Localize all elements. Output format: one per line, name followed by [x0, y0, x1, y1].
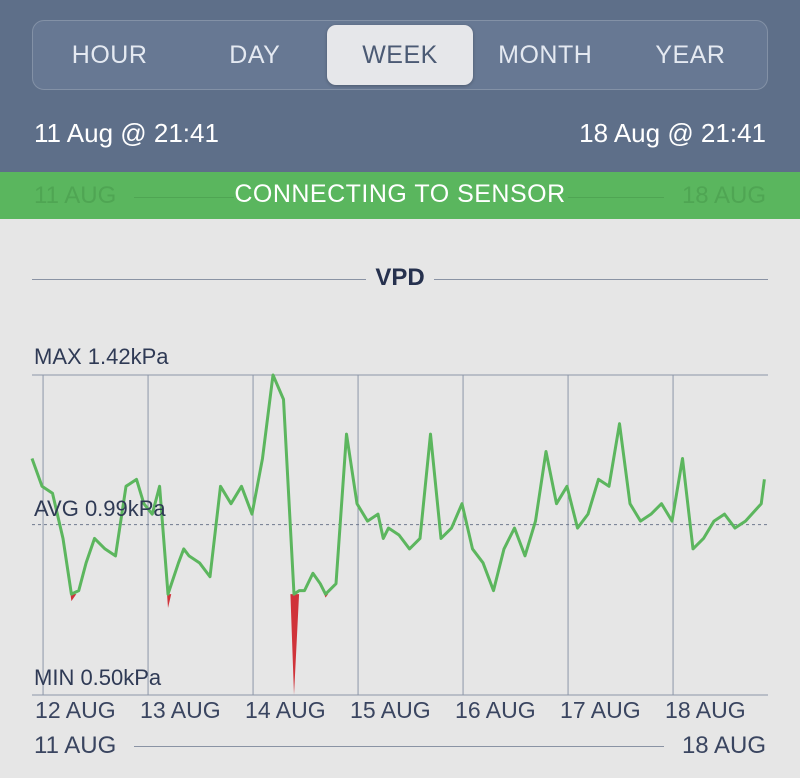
x-tick-label: 14 AUG: [245, 697, 326, 723]
x-tick-label: 15 AUG: [350, 697, 431, 723]
vpd-chart: [30, 373, 768, 696]
scrubber-start-label: 11 AUG: [34, 732, 117, 759]
tab-year[interactable]: YEAR: [655, 40, 726, 69]
banner-ghost-start: 11 AUG: [34, 182, 117, 209]
range-start-label: 11 Aug @ 21:41: [34, 118, 219, 148]
min-label: MIN 0.50kPa: [34, 665, 162, 690]
tab-day[interactable]: DAY: [229, 40, 281, 69]
avg-label: AVG 0.99kPa: [34, 496, 166, 521]
banner-ghost-line: [134, 197, 234, 198]
banner-ghost-end: 18 AUG: [681, 182, 766, 209]
x-tick-label: 16 AUG: [455, 697, 536, 723]
tab-hour[interactable]: HOUR: [71, 40, 148, 69]
tab-week[interactable]: WEEK: [327, 25, 473, 85]
vpd-series-line: [30, 373, 766, 596]
x-tick-label: 12 AUG: [35, 697, 116, 723]
connection-banner: 11 AUG 18 AUG CONNECTING TO SENSOR: [0, 172, 800, 219]
banner-ghost-line: [568, 197, 664, 198]
scrubber-track[interactable]: [134, 746, 664, 747]
chart-title: VPD: [375, 264, 425, 291]
x-tick-label: 17 AUG: [560, 697, 641, 723]
x-tick-label: 18 AUG: [665, 697, 746, 723]
scrubber-end-label: 18 AUG: [681, 732, 766, 759]
title-divider-right: [434, 279, 768, 280]
range-end-label: 18 Aug @ 21:41: [579, 118, 766, 148]
time-range-segmented-control: HOUR DAY WEEK MONTH YEAR: [32, 20, 768, 90]
max-label: MAX 1.42kPa: [34, 344, 169, 369]
tab-month[interactable]: MONTH: [498, 40, 593, 69]
x-tick-label: 13 AUG: [140, 697, 221, 723]
banner-message: CONNECTING TO SENSOR: [234, 180, 566, 208]
title-divider-left: [32, 279, 366, 280]
header-bar: HOUR DAY WEEK MONTH YEAR 11 Aug @ 21:41 …: [0, 0, 800, 172]
